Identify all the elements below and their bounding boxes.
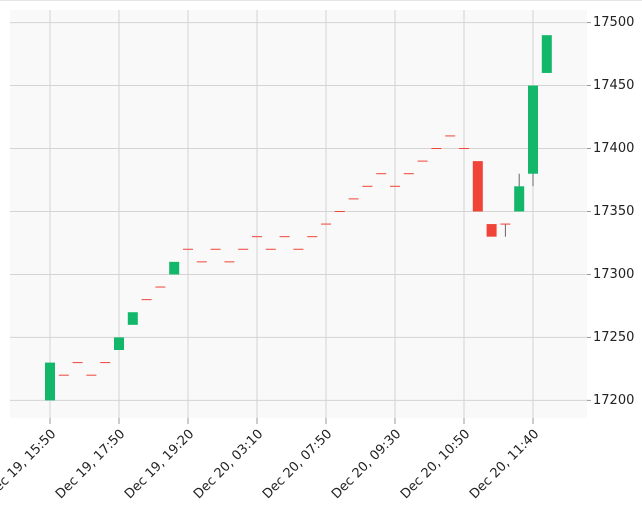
candle-body	[362, 185, 373, 187]
candle-body	[252, 236, 262, 238]
candle-body	[528, 85, 538, 174]
y-tick-label: 17200	[593, 393, 634, 408]
candle-body	[459, 148, 469, 150]
candle-body	[45, 362, 55, 401]
candle-body	[348, 198, 359, 200]
x-tick-label: Dec 19, 15:50	[0, 427, 59, 502]
candle-body	[541, 35, 552, 73]
candle-body	[141, 299, 152, 301]
candle-body	[210, 248, 221, 250]
x-tick-label: Dec 20, 11:40	[467, 427, 542, 502]
x-tick-label: Dec 20, 03:10	[191, 427, 266, 502]
candle-body	[500, 223, 511, 225]
candle-body	[376, 173, 387, 175]
candle-body	[390, 185, 400, 187]
candle-body	[321, 223, 331, 225]
x-tick-label: Dec 20, 07:50	[260, 427, 335, 502]
candle-body	[196, 261, 207, 263]
x-tick-label: Dec 20, 10:50	[398, 427, 473, 502]
candle-body	[58, 374, 69, 376]
candle-body	[431, 148, 442, 150]
candle-body	[127, 312, 138, 325]
x-tick-label: Dec 19, 19:20	[122, 427, 197, 502]
candle-body	[169, 261, 180, 275]
candle-body	[307, 236, 318, 238]
y-tick-label: 17500	[593, 15, 634, 30]
candle-body	[514, 186, 525, 212]
candle-body	[183, 248, 193, 250]
candle-body	[417, 160, 428, 162]
candle-body	[72, 362, 83, 364]
candle-body	[155, 286, 166, 288]
candle-body	[486, 224, 497, 237]
y-tick-label: 17450	[593, 78, 634, 93]
y-tick-label: 17300	[593, 267, 634, 282]
x-tick-label: Dec 19, 17:50	[53, 427, 128, 502]
x-tick-label: Dec 20, 09:30	[329, 427, 404, 502]
candle-body	[472, 161, 483, 212]
candle-body	[100, 362, 111, 364]
plot-area	[10, 10, 587, 418]
y-tick-label: 17250	[593, 330, 634, 345]
y-tick-label: 17400	[593, 141, 634, 156]
y-tick-label: 17350	[593, 204, 634, 219]
candle-body	[334, 210, 345, 212]
candle-body	[238, 248, 249, 250]
candle-body	[279, 236, 290, 238]
candle-body	[293, 248, 304, 250]
candle-body	[445, 135, 456, 137]
candle-body	[403, 173, 414, 175]
candle-body	[86, 374, 97, 376]
candle-body	[224, 261, 235, 263]
candle-body	[114, 337, 124, 350]
candle-body	[265, 248, 276, 250]
